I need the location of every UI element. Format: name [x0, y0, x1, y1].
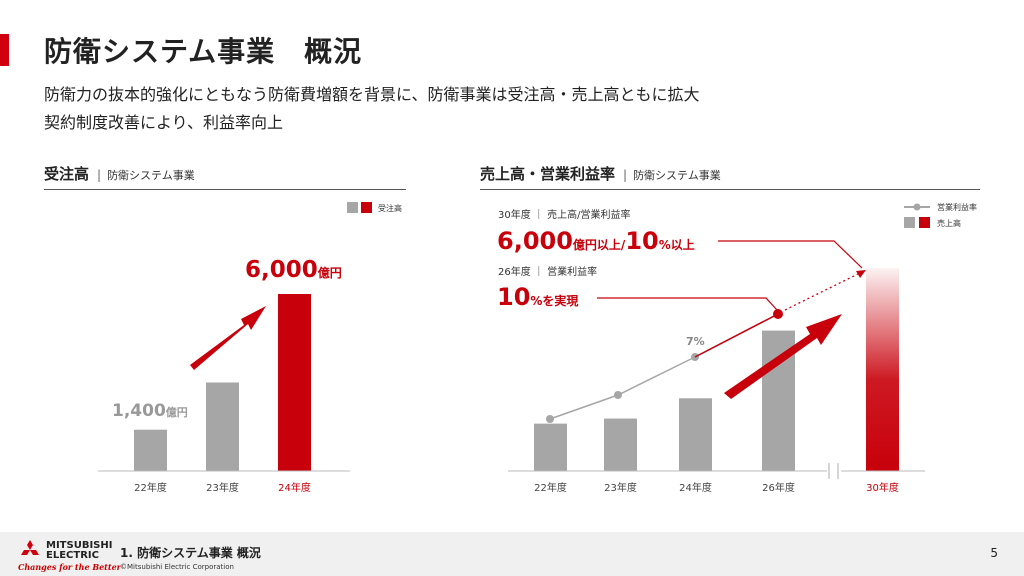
margin-target-dotted-line	[784, 271, 863, 311]
mitsubishi-logo-icon	[21, 540, 39, 555]
subtitle-line-1: 防衛力の抜本的強化にともなう防衛費増額を背景に、防衛事業は受注高・売上高ともに拡…	[44, 85, 700, 104]
right-section-main: 売上高・営業利益率	[480, 165, 616, 183]
left-tick-label-0: 22年度	[134, 481, 167, 494]
right-section-sep: |	[623, 168, 628, 182]
right-legend-gray-swatch	[904, 217, 915, 228]
margin-target-arrowhead	[856, 270, 866, 278]
right-tick-label-2: 24年度	[679, 481, 712, 494]
right-tick-label-3: 26年度	[762, 481, 795, 494]
left-bar-2	[278, 294, 311, 471]
ann2-heading: 26年度 ｜ 営業利益率	[498, 265, 597, 278]
left-legend-label: 受注高	[378, 203, 402, 213]
brand-line-2: ELECTRIC	[46, 550, 99, 561]
right-bar-4	[866, 268, 899, 471]
footer-bar	[0, 532, 1024, 576]
left-tick-label-1: 23年度	[206, 481, 239, 494]
left-section-sep: |	[97, 168, 102, 182]
ann2-leader-line	[597, 297, 778, 311]
right-bar-0	[534, 423, 567, 471]
right-section-title: 売上高・営業利益率 | 防衛システム事業	[480, 163, 721, 184]
margin-line	[549, 313, 779, 420]
page-number: 5	[990, 546, 998, 560]
left-first-value-label: 1,400億円	[112, 401, 188, 421]
right-legend-line-label: 営業利益率	[937, 202, 977, 212]
brand-wordmark: MITSUBISHI ELECTRIC	[46, 541, 112, 561]
ann1-value: 6,000億円以上/10%以上	[497, 227, 695, 255]
charts-svg: 受注高 22年度 23年度 24年度 1,400億円 6,000億円 営業利益率 売…	[98, 202, 977, 494]
right-tick-label-4: 30年度	[866, 481, 899, 494]
pct-label-24: 7%	[686, 335, 705, 348]
left-section-sub: 防衛システム事業	[107, 169, 195, 182]
right-tick-label-0: 22年度	[534, 481, 567, 494]
right-bar-1	[604, 418, 637, 471]
left-bar-0	[134, 429, 167, 471]
right-growth-arrow	[724, 314, 842, 399]
page-title: 防衛システム事業 概況	[44, 35, 363, 68]
margin-marker-23	[614, 391, 622, 399]
left-legend-gray-swatch	[347, 202, 358, 213]
margin-marker-26	[773, 309, 783, 319]
right-legend-bar-label: 売上高	[937, 218, 961, 228]
ann2-value: 10%を実現	[497, 283, 578, 311]
title-accent-bar	[0, 34, 9, 66]
brand-tagline: Changes for the Better	[18, 562, 121, 572]
left-section-title: 受注高 | 防衛システム事業	[44, 163, 195, 184]
right-tick-label-1: 23年度	[604, 481, 637, 494]
footer-copyright: ©Mitsubishi Electric Corporation	[120, 563, 234, 571]
left-bar-1	[206, 382, 239, 471]
right-legend-red-swatch	[919, 217, 930, 228]
left-last-value-label: 6,000億円	[245, 257, 342, 283]
left-section-rule	[44, 189, 406, 190]
right-bar-2	[679, 398, 712, 471]
right-section-rule	[480, 189, 980, 190]
margin-marker-22	[546, 415, 554, 423]
ann1-leader-line	[718, 240, 863, 269]
left-tick-label-2: 24年度	[278, 481, 311, 494]
footer-title: 1. 防衛システム事業 概況	[120, 546, 261, 560]
brand-line-1: MITSUBISHI	[46, 540, 113, 551]
ann1-heading: 30年度 ｜ 売上高/営業利益率	[498, 208, 630, 221]
margin-line-24-26	[694, 313, 779, 358]
subtitle-line-2: 契約制度改善により、利益率向上	[44, 113, 284, 132]
left-growth-arrow	[190, 306, 266, 370]
right-legend-line-marker	[913, 203, 921, 211]
right-section-sub: 防衛システム事業	[633, 169, 721, 182]
left-legend-red-swatch	[361, 202, 372, 213]
left-section-main: 受注高	[44, 165, 90, 183]
